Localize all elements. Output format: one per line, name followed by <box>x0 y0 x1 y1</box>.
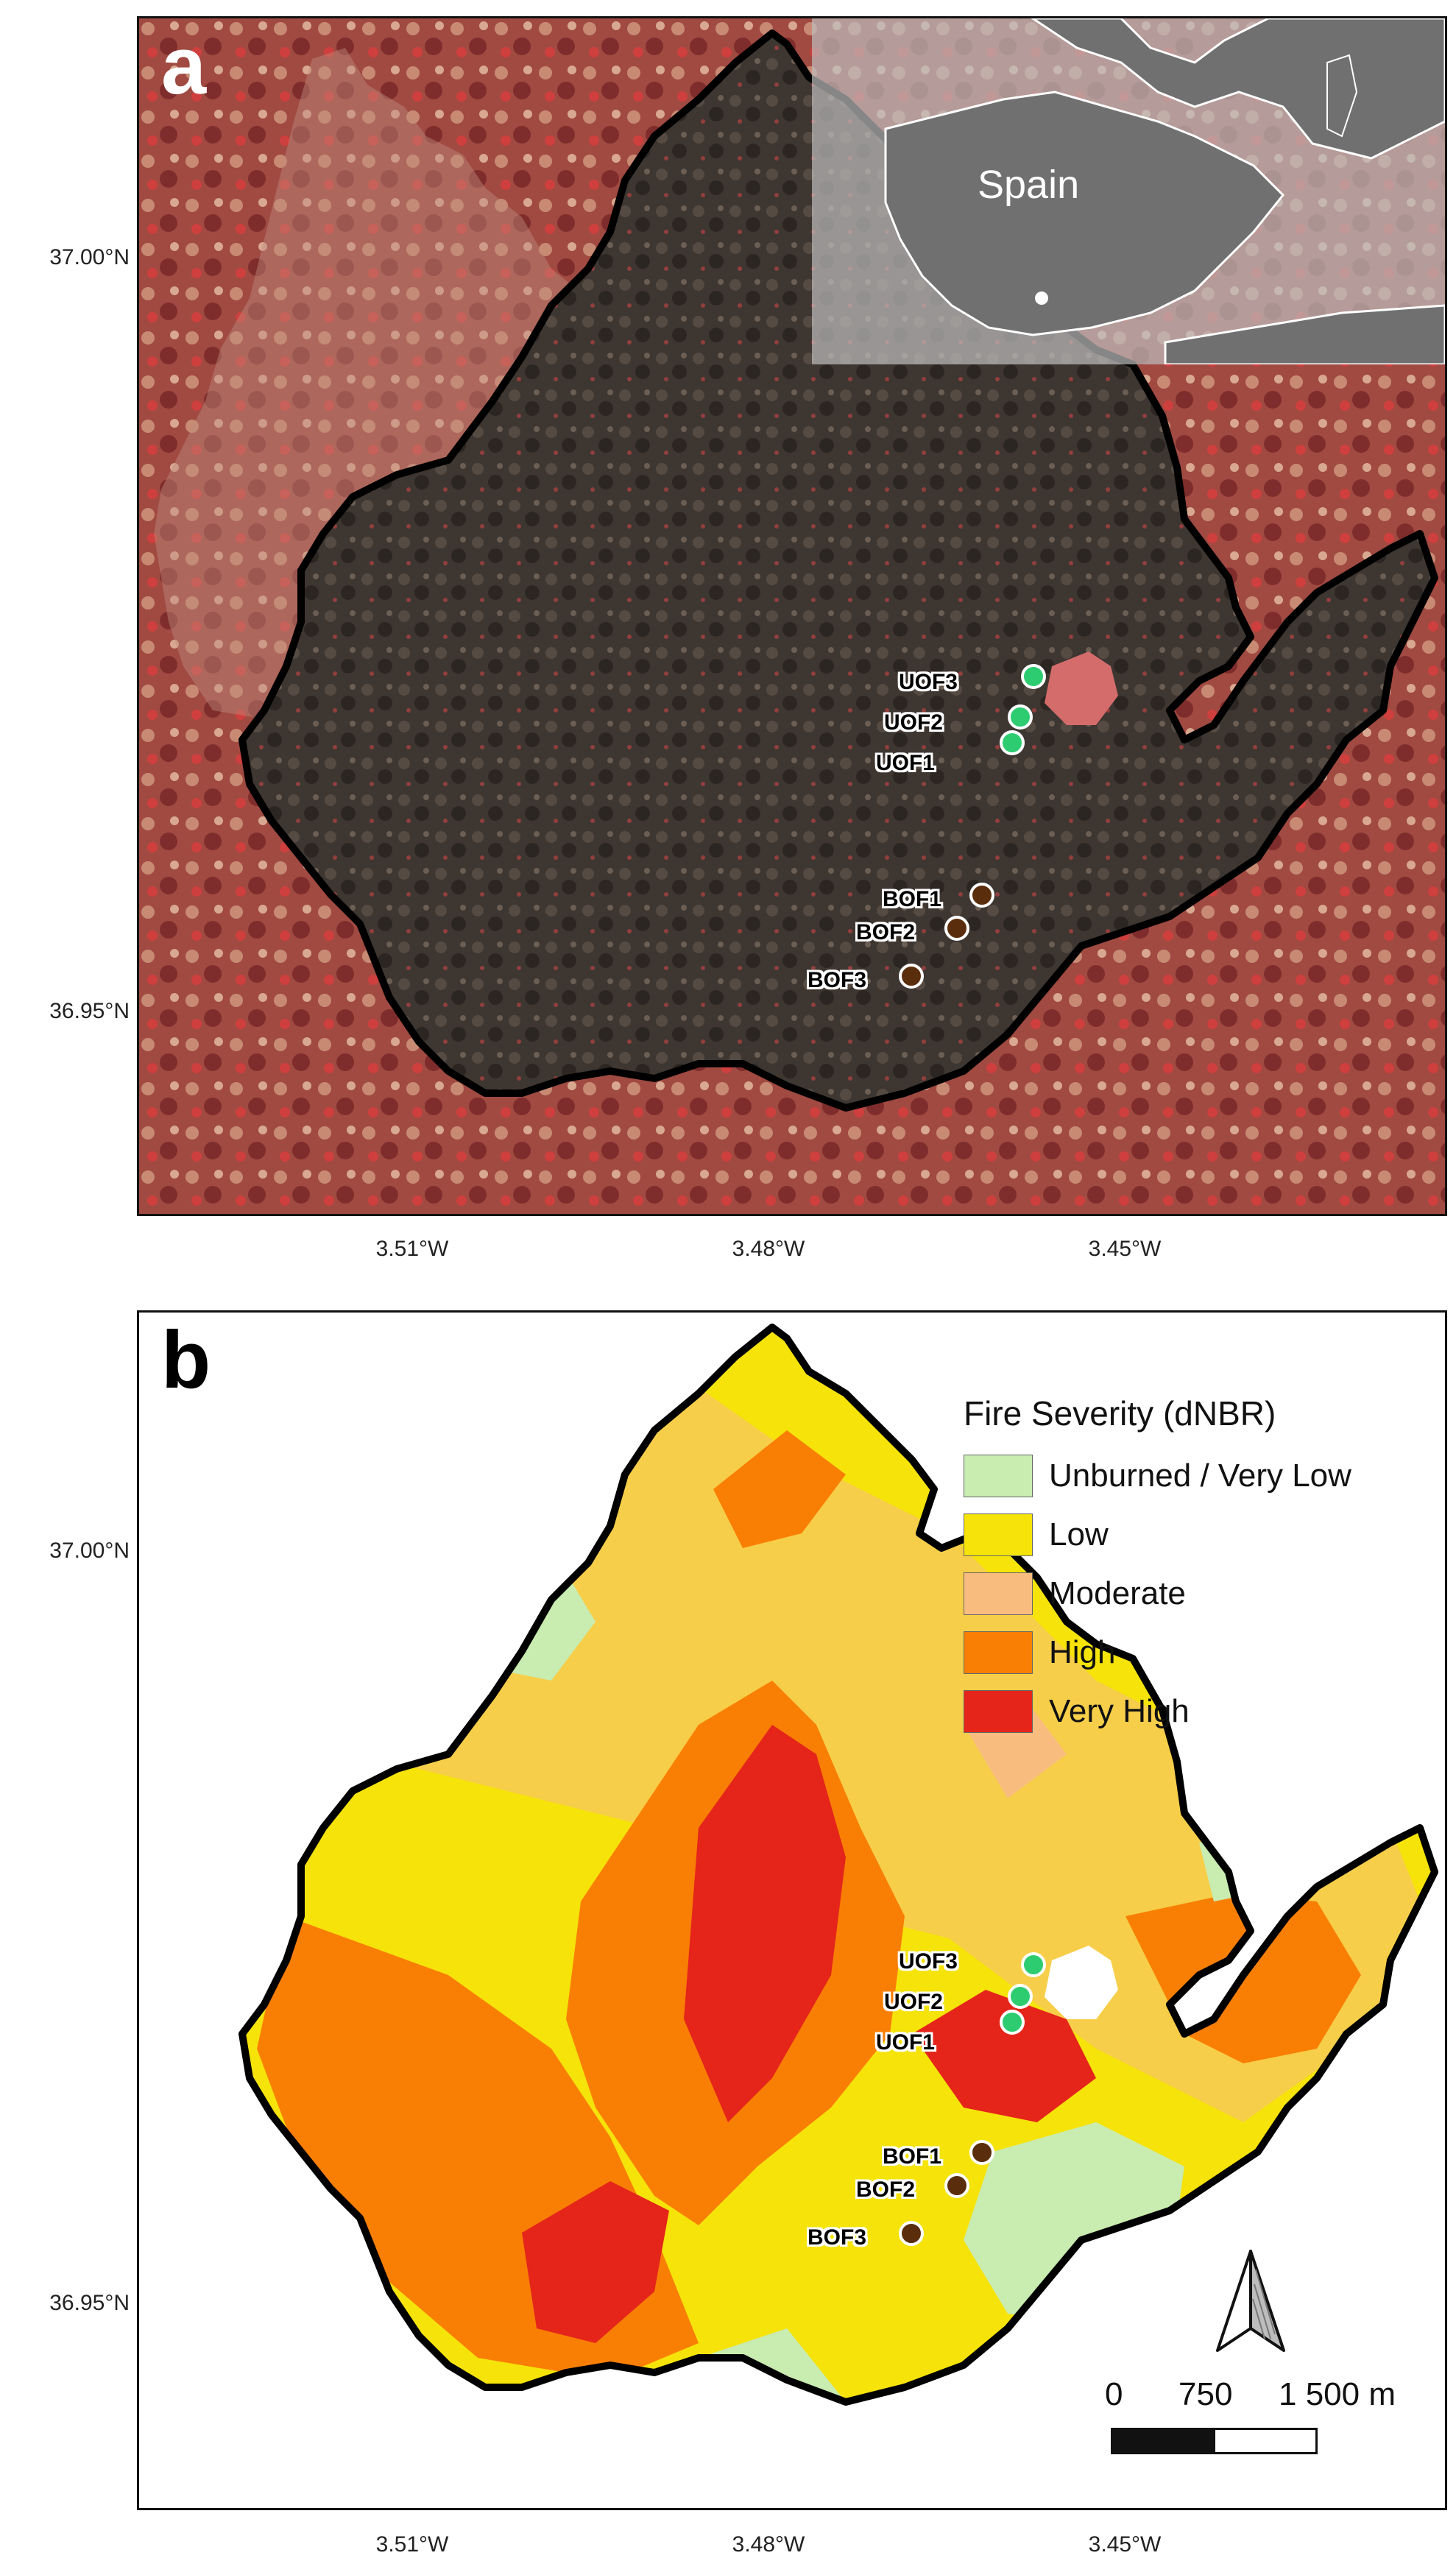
scale-label-750: 750 <box>1178 2376 1233 2412</box>
legend-swatch-high <box>964 1631 1033 1674</box>
site-marker-bof2 <box>944 916 969 941</box>
fire-severity-legend: Fire Severity (dNBR) Unburned / Very Low… <box>964 1394 1351 1741</box>
site-label-bof2-b: BOF2 <box>856 2177 916 2202</box>
site-label-uof1: UOF1 <box>875 751 935 775</box>
legend-swatch-very-high <box>964 1690 1033 1733</box>
scale-segment-black <box>1111 2428 1215 2454</box>
site-label-uof3: UOF3 <box>898 670 958 694</box>
site-marker-bof2-b <box>944 2173 969 2198</box>
legend-label-low: Low <box>1049 1516 1109 1553</box>
panel-a-xtick-3-45: 3.45°W <box>1088 1237 1162 1261</box>
panel-b-ytick-37-00: 37.00°N <box>49 1539 130 1563</box>
legend-swatch-moderate <box>964 1572 1033 1615</box>
panel-a-satellite-map: Spain a UOF3 UOF2 UOF1 BOF1 BOF2 BOF3 <box>137 16 1447 1216</box>
scale-label-1500: 1 500 m <box>1279 2376 1396 2412</box>
locator-inset-map: Spain <box>812 18 1445 366</box>
site-marker-bof1-b <box>969 2140 994 2165</box>
site-label-uof3-b: UOF3 <box>898 1949 958 1974</box>
site-label-bof1-b: BOF1 <box>883 2144 942 2169</box>
inset-country-label: Spain <box>978 163 1080 207</box>
legend-title: Fire Severity (dNBR) <box>964 1394 1276 1433</box>
panel-b-fire-severity-map: b Fire Severity (dNBR) Unburned / Very L… <box>137 1310 1447 2510</box>
panel-a-ytick-36-95: 36.95°N <box>49 999 130 1023</box>
legend-label-unburned: Unburned / Very Low <box>1049 1458 1351 1494</box>
legend-label-very-high: Very High <box>1049 1693 1190 1729</box>
legend-label-moderate: Moderate <box>1049 1575 1186 1611</box>
site-label-bof1: BOF1 <box>883 887 942 911</box>
north-arrow-icon <box>1216 2250 1285 2352</box>
panel-b-label: b <box>161 1315 211 1405</box>
site-label-uof2-b: UOF2 <box>883 1990 943 2014</box>
site-marker-uof1 <box>1000 730 1025 755</box>
scale-segment-white <box>1213 2428 1318 2454</box>
legend-swatch-low <box>964 1513 1033 1556</box>
site-marker-bof3 <box>899 964 924 989</box>
site-marker-bof1 <box>969 883 994 908</box>
site-label-uof2: UOF2 <box>883 710 943 735</box>
panel-b-xtick-3-45: 3.45°W <box>1088 2532 1162 2557</box>
site-marker-uof2 <box>1008 704 1033 730</box>
panel-b-xtick-3-51: 3.51°W <box>375 2532 449 2557</box>
inset-map-graphic <box>812 18 1445 366</box>
panel-a-label: a <box>161 21 207 111</box>
panel-a-xtick-3-51: 3.51°W <box>375 1237 449 1261</box>
panel-b-ytick-36-95: 36.95°N <box>49 2291 130 2315</box>
panel-a-ytick-37-00: 37.00°N <box>49 245 130 269</box>
site-marker-uof1-b <box>1000 2010 1025 2035</box>
legend-item-low: Low <box>964 1505 1351 1564</box>
site-marker-uof2-b <box>1008 1984 1033 2009</box>
site-label-bof3: BOF3 <box>807 968 867 992</box>
legend-swatch-unburned <box>964 1455 1033 1497</box>
legend-item-unburned: Unburned / Very Low <box>964 1447 1351 1505</box>
site-label-uof1-b: UOF1 <box>875 2030 935 2055</box>
legend-item-high: High <box>964 1623 1351 1682</box>
legend-item-very-high: Very High <box>964 1682 1351 1741</box>
scale-bar: 0 750 1 500 m <box>1105 2376 1396 2457</box>
legend-label-high: High <box>1049 1634 1116 1670</box>
site-label-bof3-b: BOF3 <box>807 2225 867 2250</box>
site-label-bof2: BOF2 <box>856 920 916 944</box>
study-site-location-marker <box>1035 292 1048 305</box>
panel-a-xtick-3-48: 3.48°W <box>732 1237 805 1261</box>
scale-label-0: 0 <box>1105 2376 1123 2412</box>
legend-item-moderate: Moderate <box>964 1564 1351 1623</box>
site-marker-uof3 <box>1021 664 1046 689</box>
site-marker-bof3-b <box>899 2221 924 2246</box>
site-marker-uof3-b <box>1021 1952 1046 1977</box>
fire-severity-map-graphic <box>139 1313 1447 2510</box>
panel-b-xtick-3-48: 3.48°W <box>732 2532 805 2557</box>
